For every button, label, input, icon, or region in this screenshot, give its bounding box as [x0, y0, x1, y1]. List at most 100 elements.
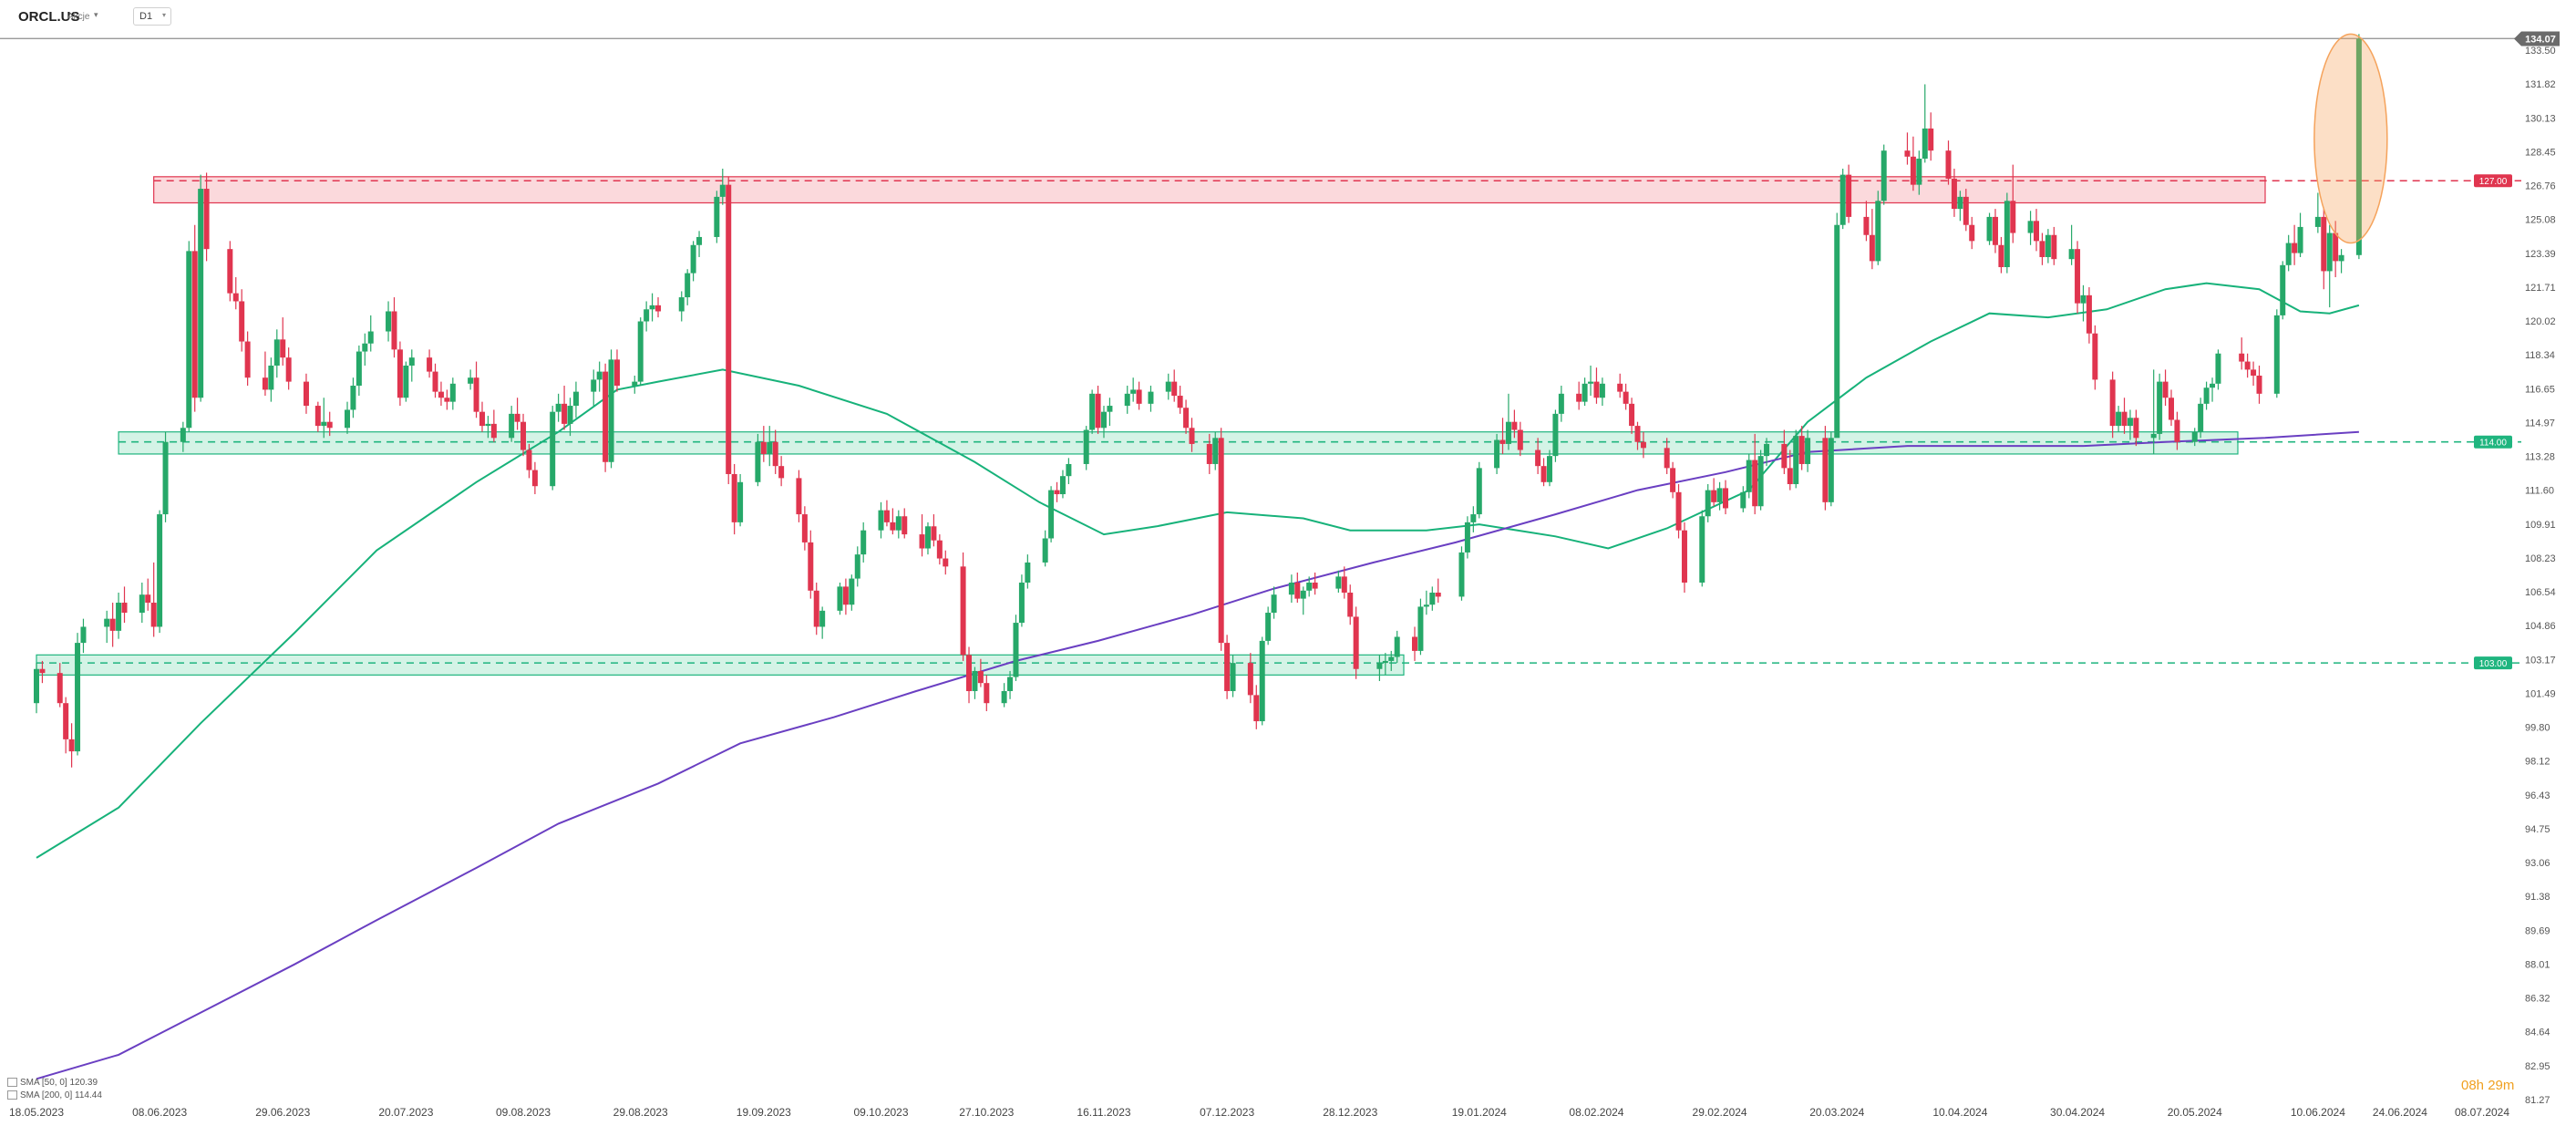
- candle-body: [1100, 411, 1107, 429]
- candle: [1664, 438, 1670, 474]
- symbol-label[interactable]: ORCL.US: [18, 9, 80, 25]
- legend-sma50[interactable]: SMA [50, 0] 120.39: [7, 1078, 98, 1088]
- candle-body: [1969, 224, 1975, 242]
- y-tick-label: 108.23: [2525, 553, 2556, 564]
- candle: [1288, 574, 1294, 604]
- candle: [1599, 377, 1605, 407]
- candle: [2027, 211, 2034, 245]
- candle: [1382, 653, 1388, 676]
- candle-body: [842, 586, 849, 605]
- candle: [2121, 398, 2128, 434]
- x-tick-label: 19.01.2024: [1452, 1106, 1507, 1119]
- y-tick-label: 93.06: [2525, 858, 2550, 869]
- y-tick-label: 113.28: [2525, 452, 2555, 463]
- candle: [531, 461, 538, 495]
- candle: [1013, 615, 1019, 681]
- y-tick-label: 133.50: [2525, 46, 2556, 57]
- legend-toggle-icon[interactable]: [7, 1090, 17, 1100]
- candle: [1177, 386, 1183, 414]
- candle-body: [2109, 379, 2116, 427]
- candle: [1798, 426, 1805, 470]
- candle-body: [386, 311, 392, 332]
- timeframe-select[interactable]: D1 ▾: [133, 7, 171, 26]
- candle-body: [555, 403, 562, 412]
- candle-body: [960, 566, 966, 656]
- candle-body: [719, 184, 726, 197]
- candle: [1435, 578, 1441, 604]
- level-tag-label: 114.00: [2479, 439, 2507, 449]
- candle: [1904, 132, 1911, 165]
- candle-body: [186, 251, 192, 429]
- candle: [966, 646, 973, 704]
- candle: [655, 297, 662, 318]
- candle: [1347, 584, 1354, 625]
- candle: [2080, 284, 2087, 322]
- legend-sma50-label: SMA [50, 0] 120.39: [20, 1078, 98, 1088]
- candle-body: [1124, 393, 1130, 407]
- candle-body: [737, 481, 744, 522]
- candle: [1781, 429, 1788, 474]
- candle: [1165, 373, 1171, 400]
- candle: [1617, 373, 1623, 398]
- candle-body: [1148, 391, 1154, 404]
- candle-body: [1429, 593, 1436, 605]
- candle-body: [731, 473, 737, 522]
- candle: [1675, 484, 1682, 539]
- x-tick-label: 10.06.2024: [2291, 1106, 2345, 1119]
- candle-body: [227, 249, 233, 294]
- candle: [321, 398, 327, 439]
- candle-body: [2150, 433, 2157, 439]
- candle-body: [75, 643, 81, 752]
- candle: [285, 347, 292, 390]
- candle-body: [509, 413, 515, 439]
- candle: [719, 169, 726, 205]
- candle-body: [1224, 643, 1231, 691]
- y-tick-label: 96.43: [2525, 790, 2550, 801]
- candle: [813, 582, 819, 635]
- candle: [1699, 510, 1705, 587]
- candle-body: [591, 379, 597, 392]
- candle: [1822, 426, 1829, 511]
- candle: [514, 398, 520, 430]
- candle: [80, 618, 87, 654]
- candle: [1945, 140, 1952, 185]
- candle-body: [596, 371, 603, 380]
- x-tick-label: 19.09.2023: [737, 1106, 791, 1119]
- candle-body: [2039, 241, 2045, 257]
- candle-body: [198, 189, 204, 398]
- candle: [808, 530, 814, 599]
- candle: [924, 522, 931, 555]
- candle: [726, 176, 732, 485]
- legend-toggle-icon[interactable]: [7, 1078, 17, 1088]
- candle: [1623, 383, 1629, 410]
- candle-body: [1910, 156, 1916, 185]
- candle-body: [1998, 244, 2004, 268]
- candle: [509, 406, 515, 442]
- candle-body: [350, 386, 356, 410]
- candle-body: [1312, 582, 1318, 589]
- candle: [613, 349, 620, 392]
- candle: [2273, 309, 2280, 398]
- candle: [2174, 411, 2180, 450]
- candle-body: [772, 441, 778, 467]
- candle-body: [1511, 421, 1518, 430]
- candle: [2326, 224, 2333, 308]
- candle-body: [550, 411, 556, 487]
- candle-body: [1042, 538, 1048, 563]
- candle: [314, 401, 321, 432]
- candle-body: [678, 297, 685, 312]
- candle-body: [321, 421, 327, 427]
- candle-body: [1001, 690, 1007, 704]
- legend-sma200[interactable]: SMA [200, 0] 114.44: [7, 1090, 102, 1100]
- candle: [355, 345, 362, 397]
- y-tick-label: 99.80: [2525, 723, 2550, 734]
- candle-body: [2285, 243, 2292, 265]
- candle-body: [1805, 438, 1811, 464]
- candle: [180, 421, 186, 452]
- candle-body: [2027, 221, 2034, 233]
- symbol-dropdown-icon[interactable]: ▾: [94, 10, 98, 19]
- candle: [1681, 522, 1687, 594]
- candle-body: [1793, 436, 1799, 485]
- candle: [427, 349, 433, 378]
